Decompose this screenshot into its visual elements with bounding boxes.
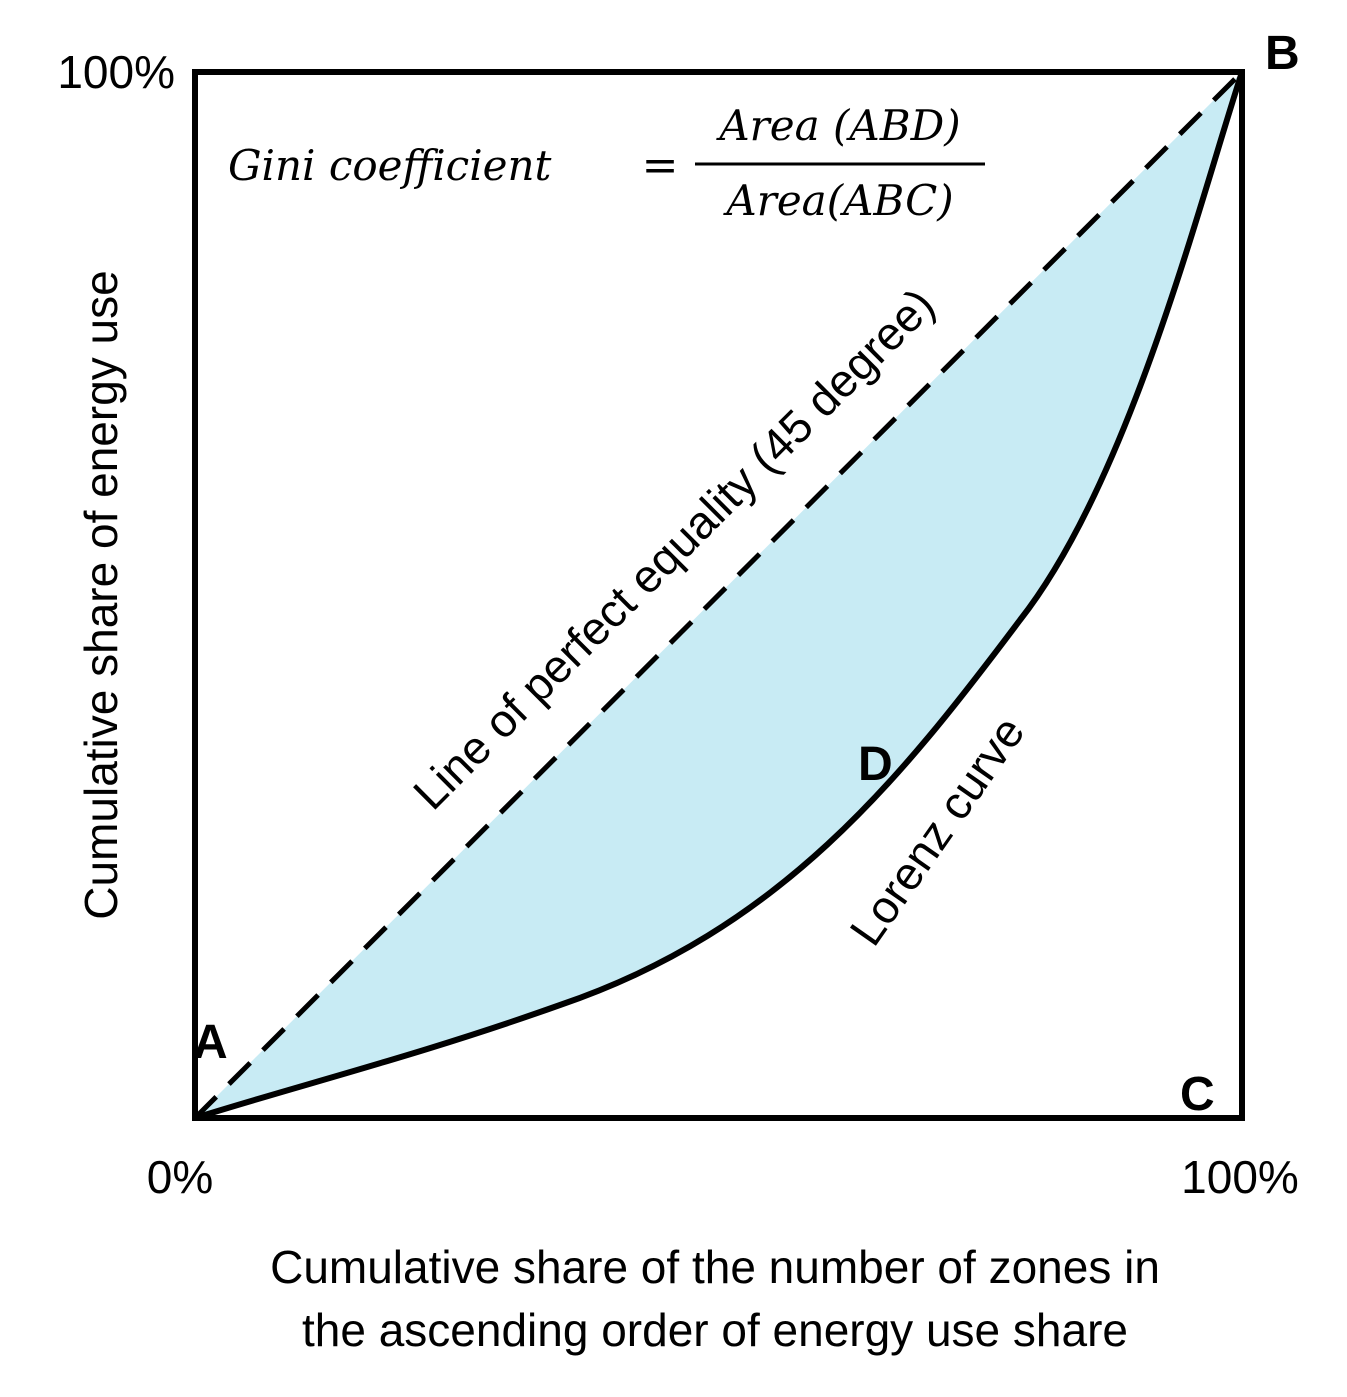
y-max-tick: 100%: [57, 46, 175, 98]
x-axis-label-line2: the ascending order of energy use share: [302, 1304, 1128, 1356]
point-b-label: B: [1265, 27, 1300, 80]
formula-lhs: Gini coefficient: [228, 141, 552, 190]
formula-denominator: Area(ABC): [722, 176, 953, 225]
point-a-label: A: [193, 1016, 228, 1069]
x-min-tick: 0%: [147, 1151, 213, 1203]
formula-numerator: Area (ABD): [715, 101, 960, 150]
point-c-label: C: [1180, 1068, 1215, 1121]
equality-line: [193, 70, 1244, 1120]
lorenz-curve: [194, 71, 1245, 1121]
plot-frame: [192, 69, 1245, 1121]
x-max-tick: 100%: [1181, 1151, 1299, 1203]
formula-equals: =: [642, 140, 679, 191]
y-axis-label: Cumulative share of energy use: [75, 270, 127, 919]
point-d-label: D: [858, 738, 893, 791]
x-axis-label-line1: Cumulative share of the number of zones …: [270, 1241, 1160, 1293]
